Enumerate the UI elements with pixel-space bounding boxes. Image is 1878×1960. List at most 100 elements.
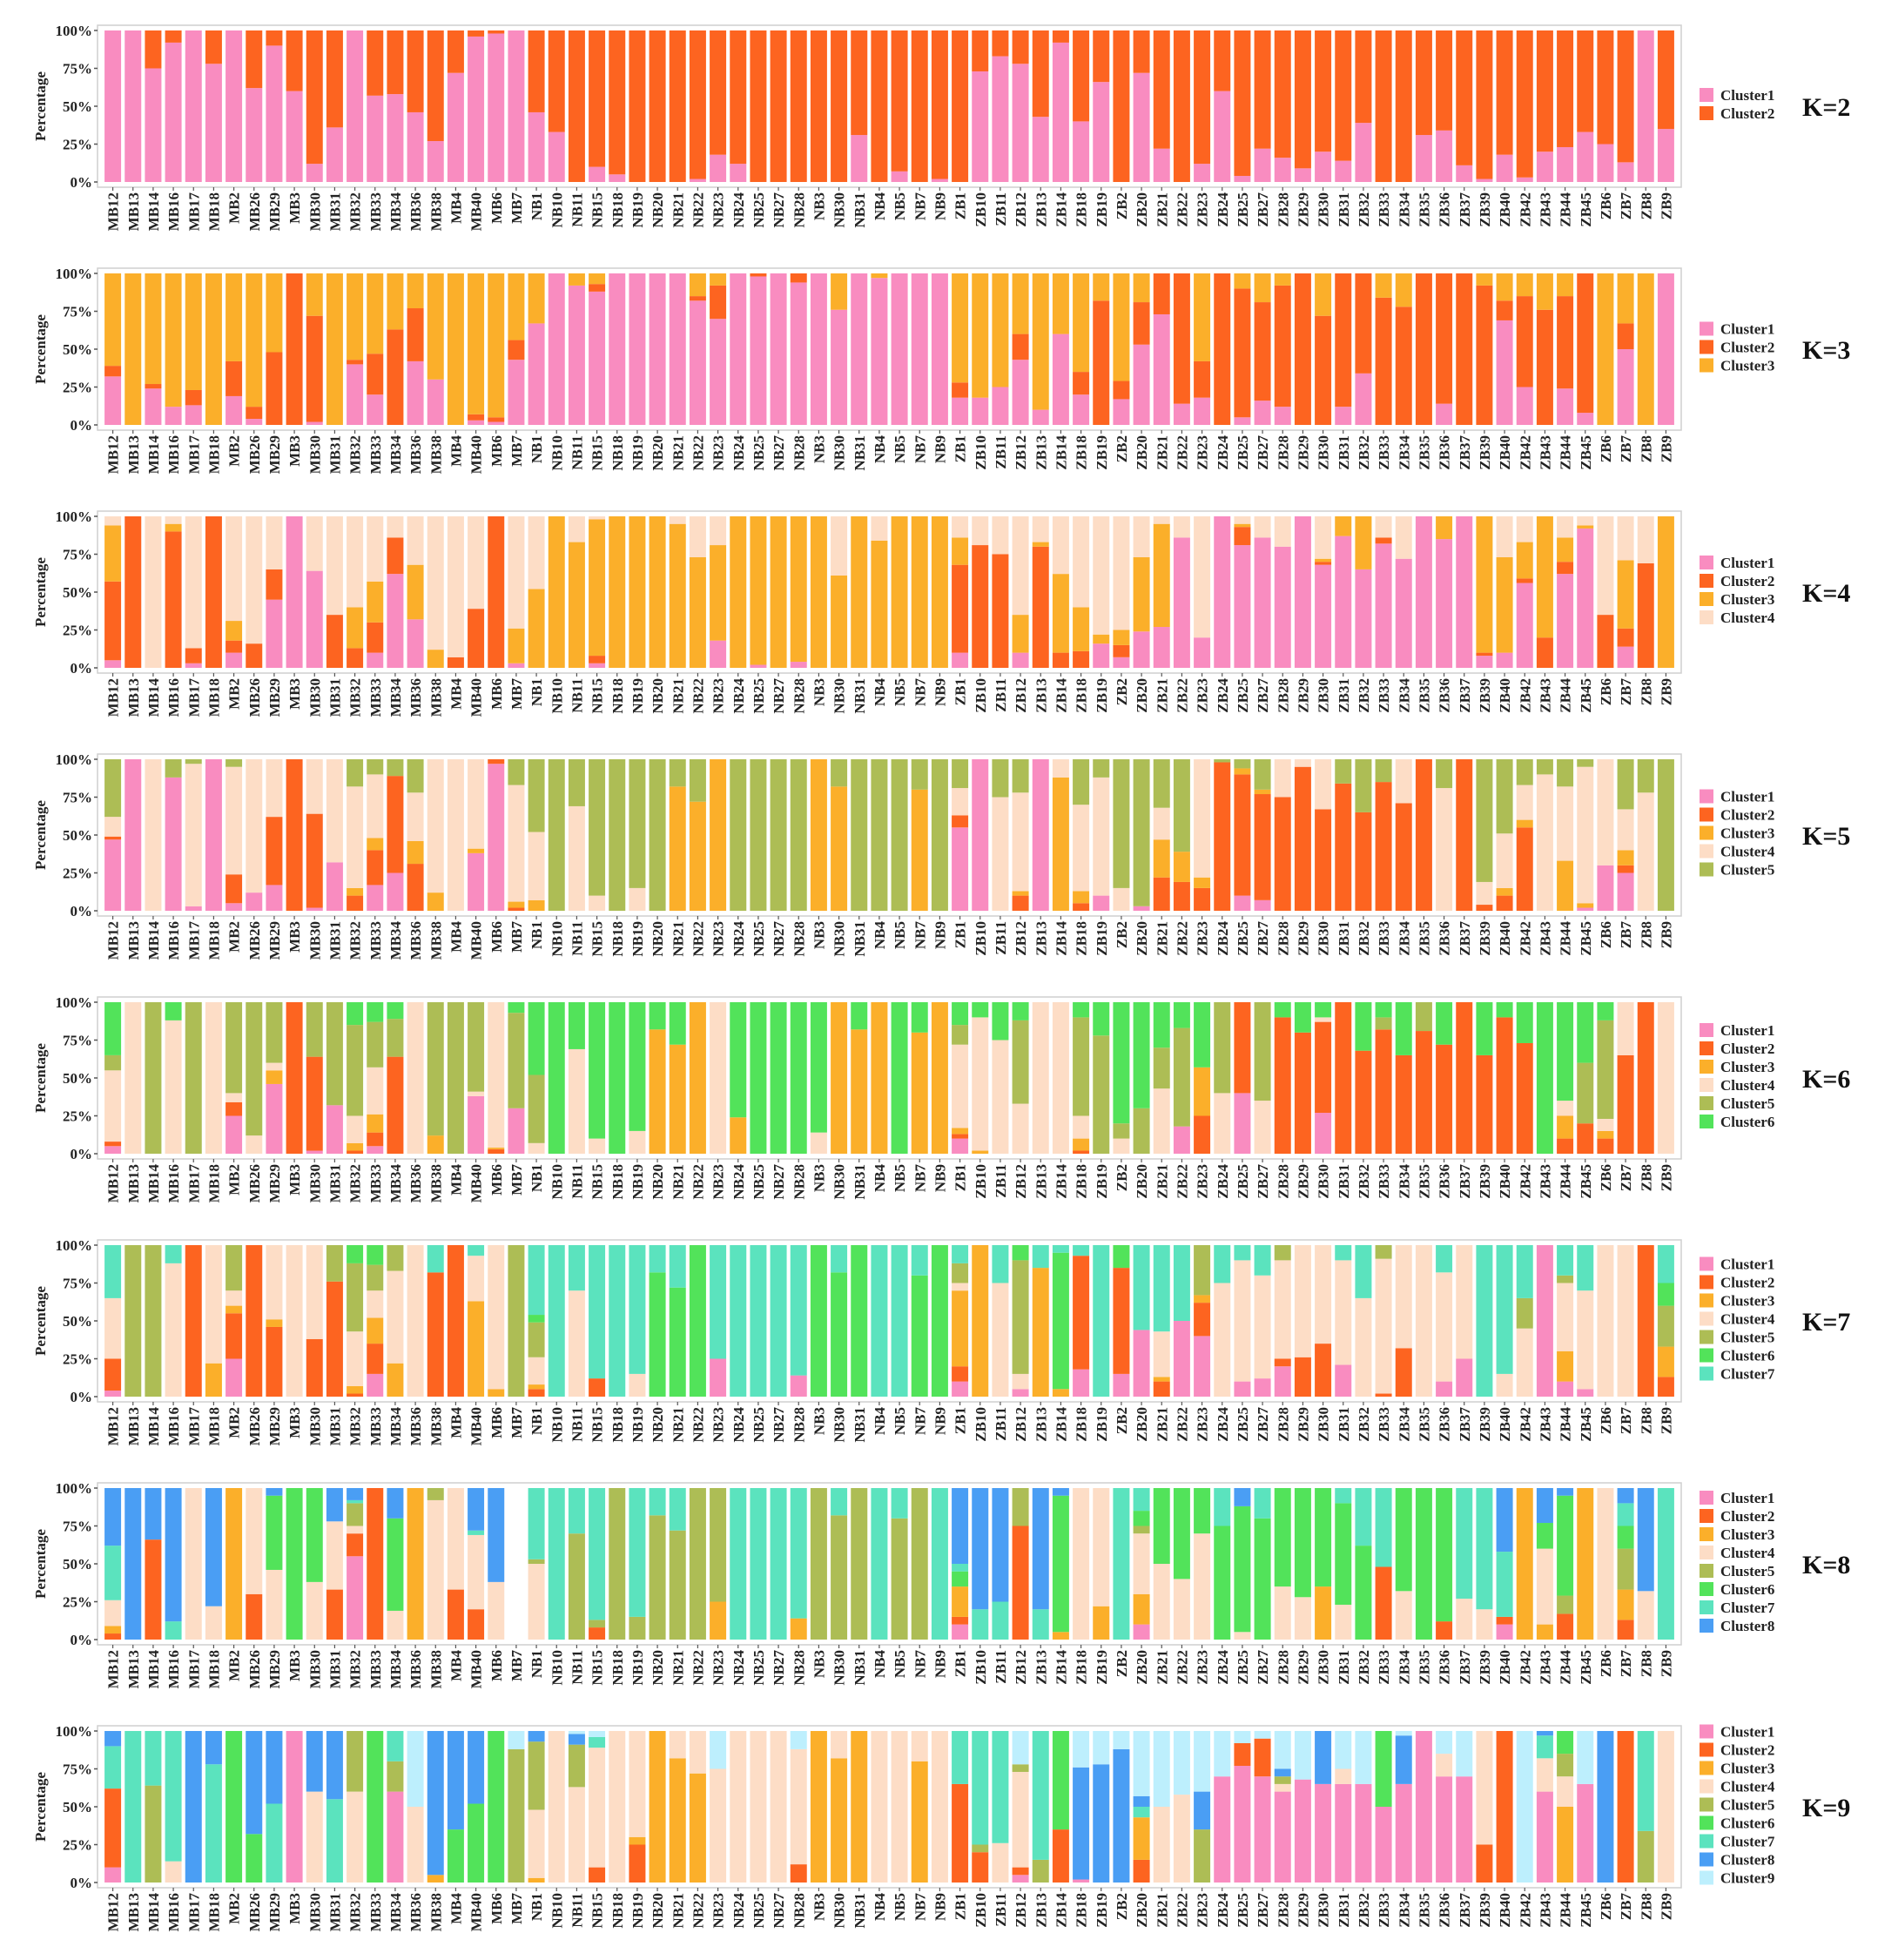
y-tick-label: 0% (71, 660, 93, 677)
x-tick-label-ZB33: ZB33 (1376, 921, 1392, 956)
bar-segment-MB40-cluster8 (468, 1488, 485, 1531)
bar-segment-MB32-cluster6 (347, 1245, 364, 1263)
bar-segment-ZB23-cluster3 (1194, 273, 1211, 361)
bar-segment-MB16-cluster4 (165, 1263, 182, 1397)
bar-segment-ZB34-cluster4 (1395, 1591, 1412, 1640)
bar-segment-ZB20-cluster1 (1133, 1624, 1150, 1640)
bar-segment-NB9-cluster2 (931, 30, 948, 179)
legend-label-cluster8: Cluster8 (1720, 1852, 1774, 1869)
bar-segment-MB33-cluster1 (367, 394, 384, 425)
bar-segment-NB25-cluster4 (750, 1731, 767, 1883)
x-tick-label-MB6: MB6 (488, 1164, 505, 1196)
bar-segment-NB30-cluster5 (831, 759, 848, 787)
x-tick-label-ZB35: ZB35 (1416, 1893, 1432, 1928)
bar-segment-NB25-cluster1 (750, 276, 767, 425)
bar-segment-NB23-cluster1 (710, 154, 727, 182)
bar-segment-MB33-cluster2 (367, 1488, 384, 1640)
x-tick-label-ZB24: ZB24 (1215, 1650, 1231, 1685)
bar-segment-ZB1-cluster3 (952, 1290, 969, 1367)
bar-segment-NB1-cluster4 (528, 1809, 545, 1878)
x-tick-label-NB5: NB5 (892, 1407, 908, 1435)
x-tick-label-MB33: MB33 (367, 1407, 384, 1445)
bar-segment-ZB33-cluster1 (1375, 1807, 1392, 1883)
bar-segment-MB31-cluster2 (326, 1281, 343, 1397)
x-tick-label-MB34: MB34 (387, 921, 404, 960)
bar-segment-ZB23-cluster2 (1194, 30, 1211, 165)
x-tick-label-NB22: NB22 (690, 435, 706, 471)
bar-segment-MB29-cluster2 (266, 1326, 283, 1397)
bar-segment-MB33-cluster2 (367, 354, 384, 395)
bar-segment-ZB7-cluster1 (1617, 646, 1634, 668)
bar-segment-MB30-cluster4 (306, 1581, 323, 1640)
x-tick-label-MB18: MB18 (205, 192, 222, 231)
x-tick-label-MB26: MB26 (246, 1650, 263, 1688)
bar-segment-NB7-cluster5 (911, 1488, 928, 1640)
bar-segment-ZB29-cluster2 (1294, 1357, 1311, 1397)
bar-segment-ZB36-cluster6 (1436, 1002, 1453, 1045)
x-tick-label-MB34: MB34 (387, 678, 404, 717)
bar-segment-MB17-cluster2 (185, 648, 202, 663)
bar-segment-MB18-cluster2 (205, 30, 222, 64)
x-tick-label-MB30: MB30 (306, 678, 323, 717)
x-tick-label-MB2: MB2 (226, 1164, 243, 1196)
bar-segment-ZB25-cluster9 (1234, 1731, 1251, 1743)
bar-segment-NB11-cluster7 (568, 1245, 585, 1291)
x-tick-label-NB5: NB5 (892, 192, 908, 220)
bar-segment-NB11-cluster4 (568, 1048, 585, 1154)
bar-segment-ZB6-cluster1 (1597, 144, 1614, 182)
bar-segment-MB12-cluster2 (104, 1358, 122, 1391)
bar-segment-ZB28-cluster6 (1274, 1002, 1291, 1018)
x-tick-label-ZB13: ZB13 (1033, 435, 1049, 470)
bar-segment-ZB21-cluster2 (1153, 30, 1170, 149)
bar-segment-ZB33-cluster3 (1375, 273, 1392, 298)
bar-segment-NB30-cluster1 (831, 309, 848, 425)
bar-segment-ZB39-cluster1 (1476, 178, 1493, 182)
bar-segment-ZB9-cluster2 (1657, 1377, 1674, 1397)
bar-segment-NB15-cluster7 (589, 1488, 606, 1620)
x-tick-label-ZB11: ZB11 (993, 1407, 1009, 1441)
x-tick-label-ZB37: ZB37 (1457, 1650, 1473, 1685)
bar-segment-ZB8-cluster4 (1637, 792, 1654, 911)
bar-segment-ZB39-cluster2 (1476, 905, 1493, 911)
bar-segment-ZB21-cluster2 (1153, 273, 1170, 314)
x-tick-label-MB2: MB2 (226, 435, 243, 467)
bar-segment-ZB22-cluster1 (1173, 537, 1190, 668)
x-tick-label-MB29: MB29 (266, 1893, 283, 1931)
x-tick-label-NB21: NB21 (670, 1893, 686, 1929)
bar-segment-NB15-cluster3 (589, 273, 606, 285)
x-tick-label-ZB1: ZB1 (952, 192, 969, 219)
bar-segment-ZB22-cluster5 (1173, 1027, 1190, 1127)
bar-segment-ZB19-cluster3 (1093, 273, 1110, 301)
bar-segment-MB33-cluster2 (367, 30, 384, 96)
bar-segment-ZB28-cluster4 (1274, 1586, 1291, 1640)
x-tick-label-NB23: NB23 (710, 678, 727, 714)
bar-segment-NB1-cluster3 (528, 899, 545, 911)
bar-segment-ZB27-cluster1 (1254, 1378, 1271, 1397)
x-tick-label-ZB24: ZB24 (1215, 435, 1231, 470)
legend-swatch-cluster6 (1700, 1582, 1713, 1596)
bar-segment-NB18-cluster7 (609, 1245, 626, 1397)
x-tick-label-MB17: MB17 (185, 1164, 202, 1203)
x-tick-label-ZB36: ZB36 (1437, 192, 1453, 227)
bar-segment-ZB21-cluster5 (1153, 759, 1170, 808)
x-tick-label-MB36: MB36 (407, 1164, 424, 1202)
bar-segment-ZB20-cluster6 (1133, 1511, 1150, 1526)
bar-segment-ZB45-cluster9 (1577, 1731, 1594, 1784)
bar-segment-ZB44-cluster3 (1557, 273, 1574, 297)
x-tick-label-ZB2: ZB2 (1114, 435, 1130, 462)
x-tick-label-ZB23: ZB23 (1195, 1650, 1211, 1685)
bar-segment-NB24-cluster7 (730, 1245, 747, 1397)
bar-segment-MB12-cluster8 (104, 1731, 122, 1747)
legend-label-cluster6: Cluster6 (1720, 1348, 1774, 1364)
bar-segment-MB32-cluster4 (347, 1791, 364, 1883)
x-tick-label-ZB22: ZB22 (1174, 1650, 1190, 1685)
bar-segment-MB38-cluster4 (427, 759, 444, 893)
bar-segment-ZB23-cluster4 (1194, 1533, 1211, 1640)
bar-segment-NB24-cluster3 (730, 1117, 747, 1154)
bar-segment-NB5-cluster7 (891, 1245, 908, 1397)
x-tick-label-ZB28: ZB28 (1275, 192, 1291, 227)
bar-segment-ZB45-cluster2 (1577, 30, 1594, 132)
bar-segment-ZB14-cluster6 (1052, 1495, 1069, 1633)
bar-segment-ZB28-cluster1 (1274, 1791, 1291, 1883)
